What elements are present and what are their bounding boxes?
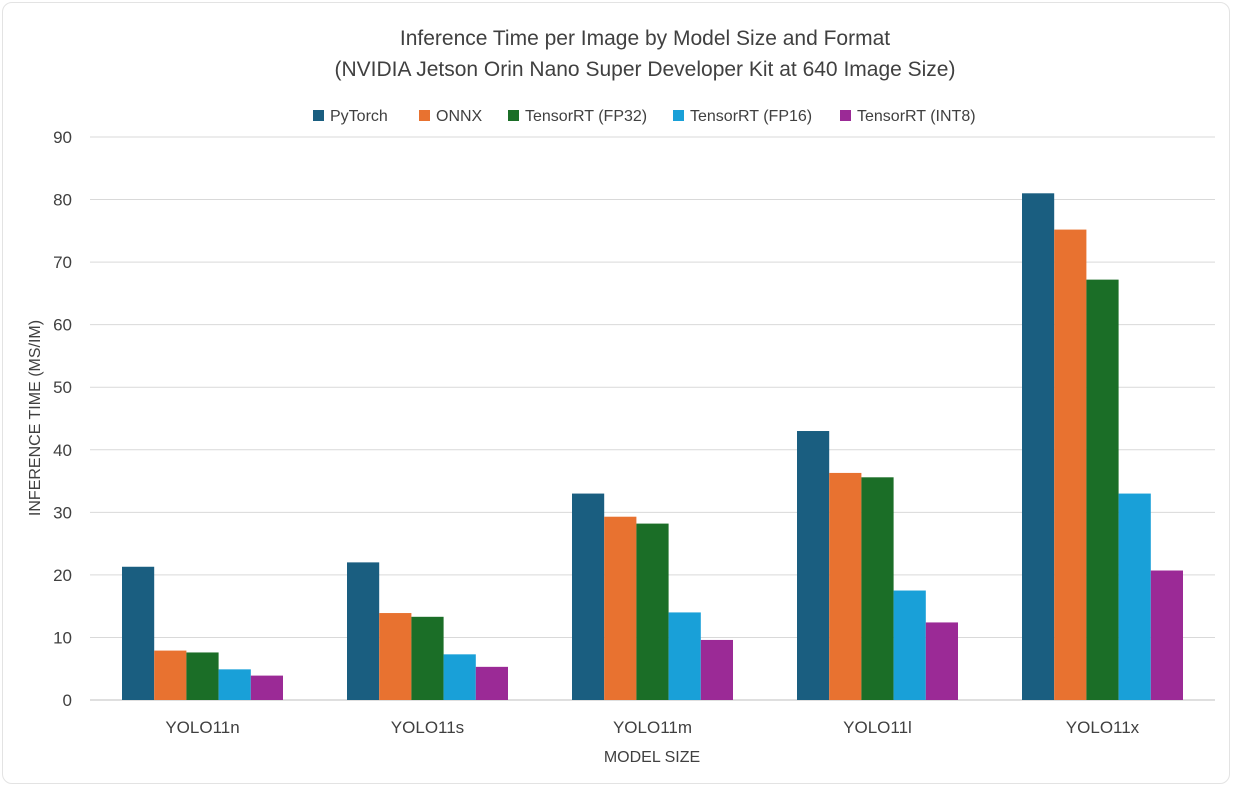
x-tick-label: YOLO11m: [613, 718, 692, 737]
chart-subtitle: (NVIDIA Jetson Orin Nano Super Developer…: [335, 58, 956, 81]
bar-YOLO11m-onnx: [604, 516, 637, 700]
bar-YOLO11l-onnx: [829, 472, 862, 700]
bar-YOLO11m-tensorrt-fp32-: [636, 523, 669, 700]
bar-YOLO11x-tensorrt-int8-: [1150, 570, 1183, 700]
legend-label: ONNX: [436, 108, 483, 125]
bar-YOLO11m-pytorch: [572, 493, 605, 700]
bar-YOLO11n-tensorrt-fp16-: [218, 669, 251, 700]
bar-YOLO11l-tensorrt-int8-: [925, 622, 958, 700]
bar-YOLO11m-tensorrt-fp16-: [668, 612, 701, 700]
legend-swatch: [313, 110, 324, 121]
y-tick-label: 40: [53, 441, 72, 460]
chart-title: Inference Time per Image by Model Size a…: [400, 27, 890, 50]
bar-YOLO11s-tensorrt-int8-: [475, 666, 508, 700]
y-axis-ticks: 0 10 20 30 40 50 60 70 80 90: [53, 128, 72, 710]
y-tick-label: 90: [53, 128, 72, 147]
bar-YOLO11l-tensorrt-fp32-: [861, 477, 894, 700]
bar-YOLO11x-tensorrt-fp32-: [1086, 279, 1119, 700]
y-axis-label: INFERENCE TIME (MS/IM): [27, 320, 44, 516]
bars: [122, 193, 1183, 701]
bar-YOLO11s-tensorrt-fp16-: [443, 654, 476, 700]
y-tick-label: 70: [53, 253, 72, 272]
x-axis-label: MODEL SIZE: [604, 749, 700, 766]
y-tick-label: 30: [53, 503, 72, 522]
x-tick-label: YOLO11x: [1066, 718, 1140, 737]
bar-YOLO11n-tensorrt-fp32-: [186, 652, 219, 700]
legend-swatch: [673, 110, 684, 121]
bar-YOLO11x-tensorrt-fp16-: [1118, 493, 1151, 700]
bar-YOLO11x-pytorch: [1022, 193, 1055, 701]
bar-YOLO11s-onnx: [379, 613, 412, 700]
bar-YOLO11n-pytorch: [122, 566, 155, 700]
bar-YOLO11l-tensorrt-fp16-: [893, 590, 926, 700]
legend: PyTorch ONNX TensorRT (FP32) TensorRT (FP16…: [313, 108, 976, 125]
bar-YOLO11m-tensorrt-int8-: [700, 639, 733, 700]
bar-YOLO11l-pytorch: [797, 431, 830, 700]
y-tick-label: 10: [53, 628, 72, 647]
legend-label: TensorRT (FP32): [525, 108, 647, 125]
x-tick-label: YOLO11s: [391, 718, 464, 737]
x-tick-label: YOLO11n: [165, 718, 239, 737]
legend-swatch: [508, 110, 519, 121]
y-tick-label: 60: [53, 316, 72, 335]
legend-label: TensorRT (FP16): [690, 108, 812, 125]
bar-YOLO11n-tensorrt-int8-: [250, 675, 283, 700]
bar-YOLO11s-tensorrt-fp32-: [411, 616, 444, 700]
legend-label: PyTorch: [330, 108, 388, 125]
bar-YOLO11x-onnx: [1054, 229, 1087, 701]
bar-YOLO11n-onnx: [154, 650, 187, 700]
y-tick-label: 20: [53, 566, 72, 585]
legend-swatch: [419, 110, 430, 121]
legend-label: TensorRT (INT8): [857, 108, 976, 125]
y-tick-label: 80: [53, 191, 72, 210]
y-tick-label: 0: [63, 691, 72, 710]
y-tick-label: 50: [53, 378, 72, 397]
x-tick-label: YOLO11l: [843, 718, 912, 737]
x-axis-ticks: YOLO11n YOLO11s YOLO11m YOLO11l YOLO11x: [165, 718, 1139, 737]
legend-swatch: [840, 110, 851, 121]
bar-YOLO11s-pytorch: [347, 562, 380, 700]
